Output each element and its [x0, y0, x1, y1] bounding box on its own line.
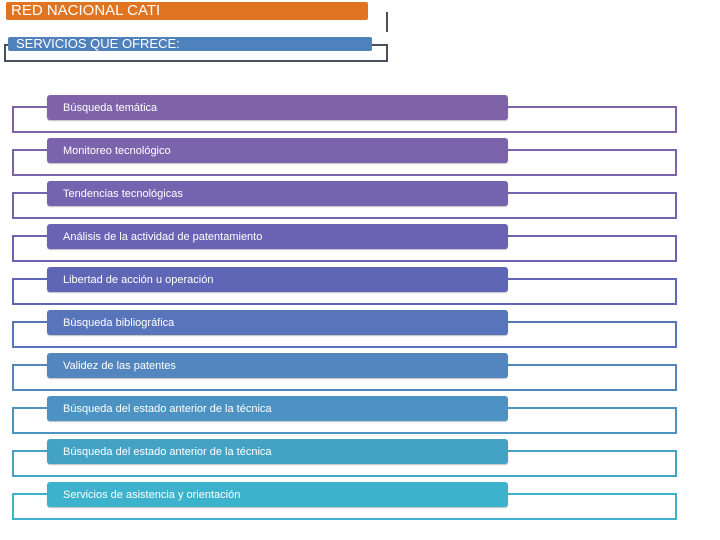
- service-item-label: Búsqueda del estado anterior de la técni…: [63, 445, 272, 458]
- title-frame: [4, 12, 388, 32]
- service-item-label: Libertad de acción u operación: [63, 273, 214, 286]
- service-item-label: Búsqueda bibliográfica: [63, 316, 175, 329]
- service-item[interactable]: Análisis de la actividad de patentamient…: [47, 224, 508, 249]
- service-item-label: Análisis de la actividad de patentamient…: [63, 230, 263, 243]
- service-item-label: Monitoreo tecnológico: [63, 144, 171, 157]
- service-item-label: Búsqueda del estado anterior de la técni…: [63, 402, 272, 415]
- service-item[interactable]: Tendencias tecnológicas: [47, 181, 508, 206]
- service-item[interactable]: Búsqueda bibliográfica: [47, 310, 508, 335]
- service-item[interactable]: Monitoreo tecnológico: [47, 138, 508, 163]
- service-item[interactable]: Validez de las patentes: [47, 353, 508, 378]
- service-item[interactable]: Libertad de acción u operación: [47, 267, 508, 292]
- service-item[interactable]: Servicios de asistencia y orientación: [47, 482, 508, 507]
- service-item[interactable]: Búsqueda temática: [47, 95, 508, 120]
- page-subtitle: SERVICIOS QUE OFRECE:: [8, 37, 372, 51]
- service-item[interactable]: Búsqueda del estado anterior de la técni…: [47, 396, 508, 421]
- service-item[interactable]: Búsqueda del estado anterior de la técni…: [47, 439, 508, 464]
- service-item-label: Validez de las patentes: [63, 359, 176, 372]
- service-item-label: Tendencias tecnológicas: [63, 187, 183, 200]
- service-item-label: Búsqueda temática: [63, 101, 158, 114]
- page-title: RED NACIONAL CATI: [6, 2, 368, 20]
- service-item-label: Servicios de asistencia y orientación: [63, 488, 241, 501]
